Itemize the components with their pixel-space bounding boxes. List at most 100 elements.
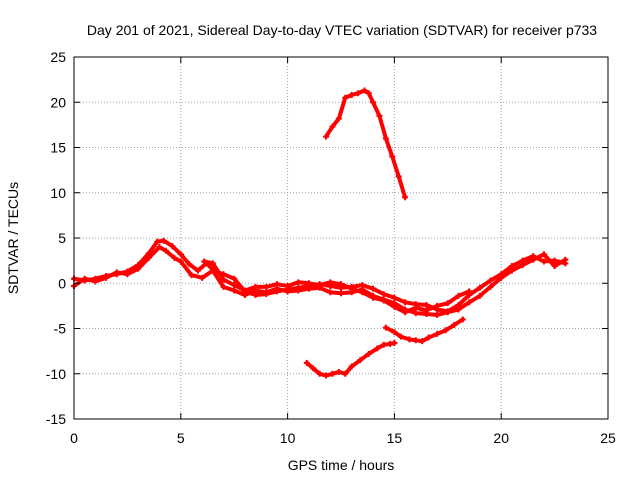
data-point: [562, 256, 569, 263]
data-point: [327, 289, 334, 296]
data-point: [391, 329, 398, 336]
data-point: [434, 330, 441, 337]
data-point: [316, 370, 323, 377]
data-point: [348, 363, 355, 370]
data-point: [466, 299, 473, 306]
y-tick-label: 20: [50, 94, 66, 110]
y-axis-label: SDTVAR / TECUs: [5, 182, 21, 294]
y-tick-label: 15: [50, 140, 66, 156]
data-point: [162, 247, 169, 254]
data-point: [231, 275, 238, 282]
data-point: [434, 302, 441, 309]
data-point: [395, 173, 402, 180]
data-point: [124, 271, 131, 278]
data-point: [263, 289, 270, 296]
series-track-low-2: [382, 316, 466, 345]
data-point: [284, 282, 291, 289]
data-point: [455, 306, 462, 313]
chart-title: Day 201 of 2021, Sidereal Day-to-day VTE…: [87, 22, 597, 38]
data-point: [361, 87, 368, 94]
data-point: [357, 357, 364, 364]
data-point: [466, 288, 473, 295]
data-point: [303, 359, 310, 366]
series-line: [324, 88, 408, 200]
data-point: [177, 251, 184, 258]
data-point: [380, 297, 387, 304]
data-point: [156, 244, 163, 251]
data-point: [406, 336, 413, 343]
data-point: [519, 262, 526, 269]
data-point: [412, 310, 419, 317]
series-track-high: [323, 87, 409, 201]
data-point: [389, 153, 396, 160]
x-tick-label: 20: [493, 430, 509, 446]
y-tick-label: -10: [46, 366, 66, 382]
data-point: [391, 339, 398, 346]
x-tick-label: 5: [177, 430, 185, 446]
data-point: [220, 283, 227, 290]
data-point: [342, 370, 349, 377]
data-point: [498, 274, 505, 281]
data-point: [455, 292, 462, 299]
data-point: [419, 338, 426, 345]
data-point: [295, 287, 302, 294]
x-tick-label: 15: [387, 430, 403, 446]
data-point: [231, 282, 238, 289]
data-point: [145, 254, 152, 261]
data-point: [220, 276, 227, 283]
y-tick-label: -5: [54, 321, 67, 337]
x-axis-label: GPS time / hours: [288, 457, 395, 473]
data-point: [252, 283, 259, 290]
data-point: [397, 333, 404, 340]
data-point: [169, 243, 176, 250]
x-tick-label: 0: [70, 430, 78, 446]
data-point: [382, 324, 389, 331]
data-point: [551, 263, 558, 270]
data-point: [323, 372, 330, 379]
data-point: [459, 316, 466, 323]
data-point: [355, 90, 362, 97]
data-point: [316, 282, 323, 289]
data-point: [342, 94, 349, 101]
data-point: [241, 287, 248, 294]
data-point: [391, 303, 398, 310]
y-tick-label: 5: [58, 230, 66, 246]
data-point: [380, 341, 387, 348]
data-point: [487, 283, 494, 290]
data-point: [201, 258, 208, 265]
data-point: [81, 275, 88, 282]
data-point: [380, 291, 387, 298]
data-point: [487, 277, 494, 284]
data-point: [365, 90, 372, 97]
data-point: [412, 337, 419, 344]
data-point: [335, 368, 342, 375]
data-point: [273, 281, 280, 288]
data-point: [177, 258, 184, 265]
data-point: [476, 292, 483, 299]
data-point: [209, 267, 216, 274]
data-point: [92, 278, 99, 285]
data-point: [329, 370, 336, 377]
x-tick-label: 25: [600, 430, 616, 446]
data-point: [365, 350, 372, 357]
data-point: [382, 135, 389, 142]
data-point: [186, 261, 193, 268]
data-point: [231, 287, 238, 294]
axis-ticks: 0 5 10 15 20 25 -15 -10 -5 0 5 10 15 20 25: [46, 49, 616, 446]
x-tick-label: 10: [280, 430, 296, 446]
data-point: [171, 254, 178, 261]
data-point: [423, 301, 430, 308]
data-point: [425, 334, 432, 341]
data-point: [370, 285, 377, 292]
data-point: [540, 251, 547, 258]
y-tick-label: 10: [50, 185, 66, 201]
data-point: [391, 294, 398, 301]
data-point: [402, 309, 409, 316]
data-point: [263, 283, 270, 290]
data-point: [329, 123, 336, 130]
data-point: [103, 274, 110, 281]
series-line: [72, 245, 568, 317]
data-point: [348, 285, 355, 292]
data-point: [423, 307, 430, 314]
data-point: [154, 238, 161, 245]
